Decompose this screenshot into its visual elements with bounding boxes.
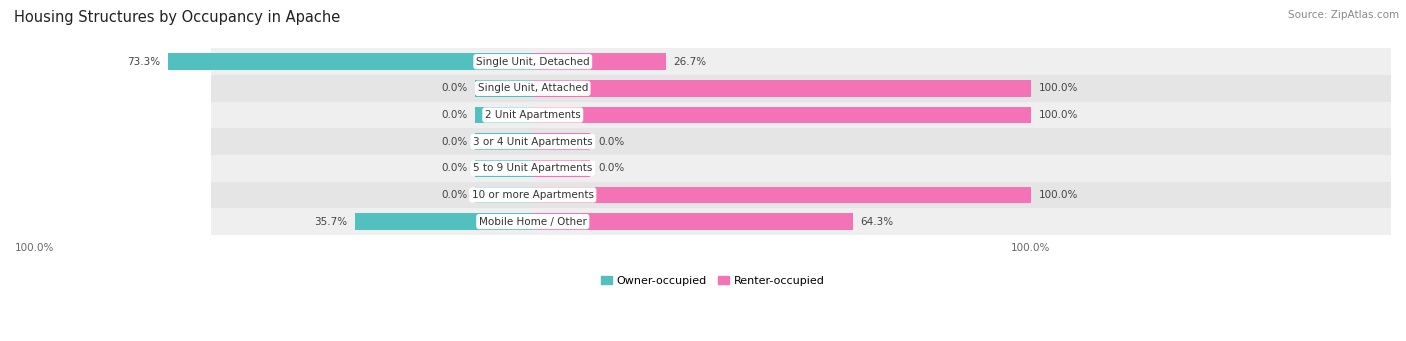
Bar — [475, 133, 533, 150]
Text: Single Unit, Detached: Single Unit, Detached — [477, 57, 589, 67]
Text: 2 Unit Apartments: 2 Unit Apartments — [485, 110, 581, 120]
Bar — [533, 213, 853, 230]
Text: 0.0%: 0.0% — [441, 163, 468, 173]
Text: 73.3%: 73.3% — [127, 57, 160, 67]
Bar — [475, 80, 533, 97]
Text: 3 or 4 Unit Apartments: 3 or 4 Unit Apartments — [472, 137, 592, 147]
Bar — [211, 208, 1391, 235]
Text: 0.0%: 0.0% — [441, 83, 468, 93]
Bar — [533, 80, 1031, 97]
Text: 0.0%: 0.0% — [598, 137, 624, 147]
Legend: Owner-occupied, Renter-occupied: Owner-occupied, Renter-occupied — [602, 276, 824, 286]
Text: 35.7%: 35.7% — [314, 217, 347, 226]
Text: 100.0%: 100.0% — [1039, 190, 1078, 200]
Text: Source: ZipAtlas.com: Source: ZipAtlas.com — [1288, 10, 1399, 20]
Bar — [167, 54, 533, 70]
Bar — [533, 160, 591, 177]
Bar — [533, 54, 666, 70]
Text: 100.0%: 100.0% — [1039, 83, 1078, 93]
Text: 0.0%: 0.0% — [598, 163, 624, 173]
Bar — [475, 107, 533, 123]
Bar — [533, 133, 591, 150]
Text: 0.0%: 0.0% — [441, 110, 468, 120]
Bar — [533, 187, 1031, 203]
Text: 26.7%: 26.7% — [673, 57, 707, 67]
Bar — [533, 107, 1031, 123]
Bar — [354, 213, 533, 230]
Bar — [211, 75, 1391, 102]
Text: 100.0%: 100.0% — [1039, 110, 1078, 120]
Text: 64.3%: 64.3% — [860, 217, 894, 226]
Bar — [211, 155, 1391, 182]
Bar — [211, 48, 1391, 75]
Text: Mobile Home / Other: Mobile Home / Other — [479, 217, 586, 226]
Bar — [211, 128, 1391, 155]
Text: 10 or more Apartments: 10 or more Apartments — [472, 190, 593, 200]
Bar — [211, 182, 1391, 208]
Bar — [475, 160, 533, 177]
Text: 0.0%: 0.0% — [441, 137, 468, 147]
Text: 0.0%: 0.0% — [441, 190, 468, 200]
Text: 5 to 9 Unit Apartments: 5 to 9 Unit Apartments — [472, 163, 592, 173]
Bar — [475, 187, 533, 203]
Text: Housing Structures by Occupancy in Apache: Housing Structures by Occupancy in Apach… — [14, 10, 340, 25]
Bar — [211, 102, 1391, 128]
Text: Single Unit, Attached: Single Unit, Attached — [478, 83, 588, 93]
